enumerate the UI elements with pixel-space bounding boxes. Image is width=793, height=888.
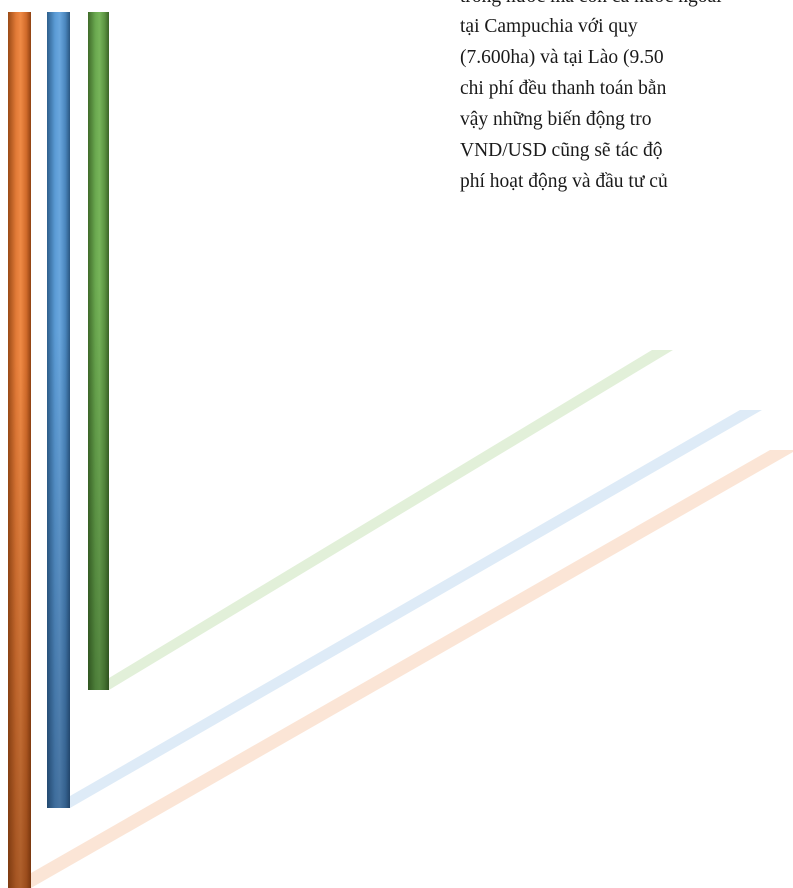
orange-diagonal-stripe bbox=[31, 450, 793, 888]
text-line: tại Campuchia với quy bbox=[460, 16, 638, 37]
orange-vertical-bar bbox=[8, 12, 31, 888]
blue-vertical-bar bbox=[47, 12, 70, 808]
green-vertical-bar bbox=[88, 12, 109, 690]
text-line: chi phí đều thanh toán bằn bbox=[460, 78, 667, 99]
blue-diagonal-stripe bbox=[70, 410, 762, 808]
text-line: (7.600ha) và tại Lào (9.50 bbox=[460, 47, 664, 68]
green-diagonal-stripe bbox=[109, 350, 673, 690]
text-line: vậy những biến động tro bbox=[460, 109, 652, 130]
text-line: VND/USD cũng sẽ tác độ bbox=[460, 140, 663, 161]
text-line: trong nước mà còn cả nước ngoài bbox=[460, 0, 722, 11]
text-line: phí hoạt động và đầu tư củ bbox=[460, 171, 668, 192]
